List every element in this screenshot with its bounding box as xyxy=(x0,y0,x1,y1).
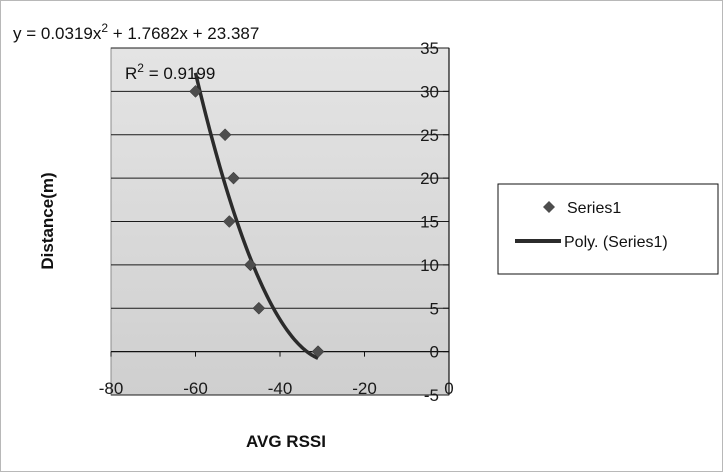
data-point xyxy=(252,301,266,315)
legend-box xyxy=(497,183,719,275)
y-tick-label: 20 xyxy=(420,169,439,188)
y-tick-labels: -5 0 5 10 15 20 25 30 35 xyxy=(420,39,439,405)
y-tick-label: 0 xyxy=(430,343,439,362)
equation-lhs: y = 0.0319x xyxy=(13,24,102,43)
y-tick-label: 5 xyxy=(430,299,439,318)
y-tick-label: 15 xyxy=(420,213,439,232)
r-squared-exponent: 2 xyxy=(137,61,144,75)
y-tick-label: 35 xyxy=(420,39,439,58)
legend: Series1 Poly. (Series1) xyxy=(497,183,719,275)
x-tick-label: -60 xyxy=(183,379,208,398)
data-points xyxy=(189,85,325,358)
equation-rhs: + 1.7682x + 23.387 xyxy=(108,24,259,43)
r-squared-label: R2 = 0.9199 xyxy=(125,61,215,83)
x-axis-title: AVG RSSI xyxy=(246,432,326,451)
x-tick-labels: -80 -60 -40 -20 0 xyxy=(99,379,454,398)
y-axis-title: Distance(m) xyxy=(38,172,57,269)
legend-trendline-label: Poly. (Series1) xyxy=(564,234,668,251)
trendline xyxy=(193,72,319,360)
r-squared-value: = 0.9199 xyxy=(144,64,215,83)
data-point xyxy=(218,128,232,142)
r-squared-r: R xyxy=(125,64,137,83)
data-point xyxy=(222,215,236,228)
x-tick-label: 0 xyxy=(444,379,453,398)
x-tick-label: -80 xyxy=(99,379,124,398)
equation-exponent: 2 xyxy=(101,21,108,35)
data-point xyxy=(189,85,202,98)
y-tick-label: -5 xyxy=(424,386,439,405)
trendline-equation: y = 0.0319x2 + 1.7682x + 23.387 xyxy=(13,21,259,43)
x-tick-label: -20 xyxy=(352,379,377,398)
legend-diamond-icon xyxy=(543,201,555,213)
axes xyxy=(110,47,450,396)
data-point xyxy=(244,258,257,272)
gridlines xyxy=(111,47,449,396)
data-point xyxy=(311,345,325,358)
y-tick-label: 30 xyxy=(420,82,439,101)
data-point xyxy=(227,171,240,185)
y-tick-label: 10 xyxy=(420,256,439,275)
x-tick-label: -40 xyxy=(268,379,293,398)
legend-series1-label: Series1 xyxy=(567,200,621,217)
y-tick-label: 25 xyxy=(420,126,439,145)
